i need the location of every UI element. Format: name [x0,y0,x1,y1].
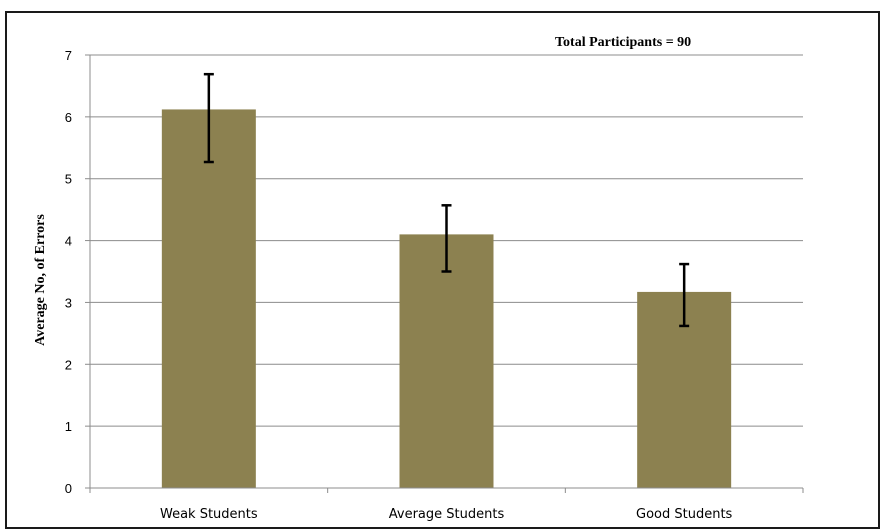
y-tick-label: 3 [65,295,72,310]
bar [161,109,256,488]
error-bars [203,72,690,328]
y-tick-label: 4 [65,234,72,249]
error-bar [441,204,452,273]
y-tick-label: 1 [65,419,72,434]
y-tick-label: 7 [65,48,72,63]
error-bar [203,72,214,164]
x-tick-label: Weak Students [160,507,258,522]
y-tick-labels: 0 1 2 3 4 5 6 7 [65,48,72,496]
y-tick-label: 0 [65,481,72,496]
axes [85,54,804,493]
x-tick-label: Good Students [636,507,733,522]
y-tick-label: 6 [65,110,72,125]
y-tick-label: 2 [65,357,72,372]
y-tick-label: 5 [65,172,72,187]
total-participants-annotation: Total Participants = 90 [555,35,691,50]
bar [399,234,494,488]
bars [161,109,732,488]
error-bar [679,262,690,328]
x-tick-labels: Weak Students Average Students Good Studen… [160,507,733,522]
y-axis-title: Average No, of Errors [33,214,48,346]
x-tick-label: Average Students [389,507,505,522]
